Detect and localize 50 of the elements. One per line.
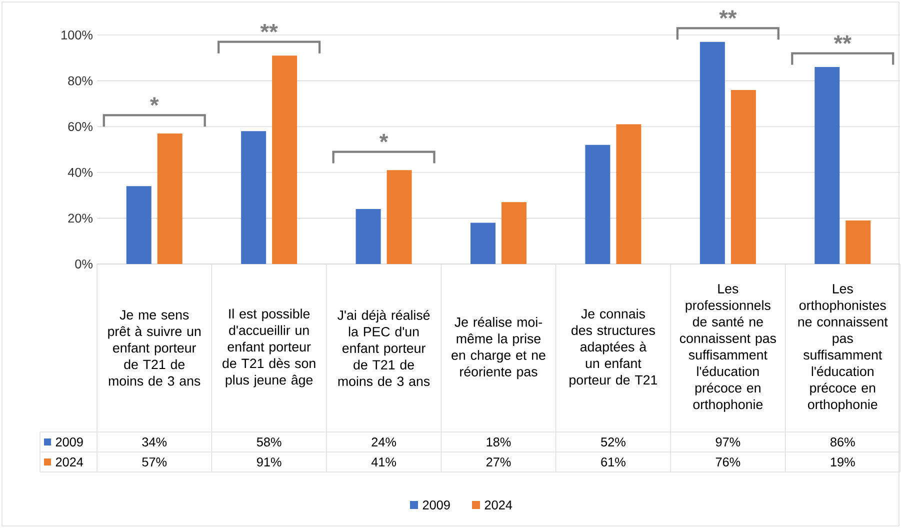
bar bbox=[502, 202, 526, 264]
data-label: 27% bbox=[486, 458, 511, 466]
data-label: 41% bbox=[371, 458, 396, 466]
bar bbox=[616, 124, 642, 264]
data-label: 57% bbox=[142, 458, 167, 466]
data-label: 61% bbox=[601, 458, 626, 466]
y-tick-label: 100% bbox=[62, 30, 93, 40]
bar bbox=[386, 170, 412, 264]
annotation: * bbox=[150, 97, 159, 106]
annotation: ** bbox=[260, 24, 278, 32]
bar bbox=[470, 222, 496, 264]
bar bbox=[814, 67, 840, 264]
legend-label: 2009 bbox=[56, 438, 83, 446]
y-tick-label: 20% bbox=[68, 214, 93, 223]
annotation: ** bbox=[719, 10, 737, 19]
annotation: ** bbox=[834, 35, 852, 44]
data-label: 86% bbox=[830, 438, 855, 446]
x-tick-label: J'ai déjà réalisé la PEC d'un enfant porteur de T21 de moins de 3 ans bbox=[338, 310, 430, 386]
text: 2024 bbox=[484, 500, 512, 510]
legend-label: 2024 bbox=[56, 458, 84, 466]
bar bbox=[126, 186, 152, 264]
x-tick-label: Il est possible d'accueillir un enfant porteur de T21 dès son plus jeune âge bbox=[222, 308, 316, 388]
bar bbox=[846, 220, 871, 264]
bar bbox=[157, 133, 182, 264]
y-tick-label: 80% bbox=[68, 76, 93, 86]
x-tick-label: Je connais des structures adaptées à un enfant porteur de T21 bbox=[570, 308, 658, 388]
y-tick-label: 40% bbox=[68, 168, 93, 177]
x-tick-label: Les professionnels de santé ne connaissent pas suffisamment l'éducation précoce en orthophonie bbox=[680, 284, 776, 412]
bar bbox=[730, 90, 756, 264]
x-tick-label: Les orthophonistes ne connaissent pas suffisamment l'éducation précoce en orthophonie bbox=[798, 284, 888, 412]
y-tick-label: 60% bbox=[68, 122, 93, 132]
bar bbox=[700, 42, 725, 264]
data-label: 76% bbox=[716, 458, 740, 466]
bar bbox=[585, 144, 610, 264]
x-tick-label: Je réalise moi-même la prise en charge et ne réoriente pas bbox=[452, 316, 546, 380]
bar bbox=[241, 131, 266, 264]
annotation: * bbox=[379, 134, 388, 142]
data-label: 34% bbox=[142, 438, 167, 446]
bar bbox=[272, 56, 298, 264]
y-tick-label: 0% bbox=[75, 260, 93, 268]
data-label: 24% bbox=[372, 438, 396, 446]
data-label: 91% bbox=[256, 458, 282, 466]
data-label: 52% bbox=[601, 438, 626, 446]
data-label: 19% bbox=[830, 458, 855, 466]
x-tick-label: Je me sens prêt à suivre un enfant porteur de T21 de moins de 3 ans bbox=[108, 310, 201, 386]
data-label: 58% bbox=[256, 438, 282, 446]
data-label: 18% bbox=[486, 438, 511, 446]
bar bbox=[356, 209, 381, 264]
data-label: 97% bbox=[716, 438, 740, 446]
text: 2009 bbox=[422, 500, 450, 510]
